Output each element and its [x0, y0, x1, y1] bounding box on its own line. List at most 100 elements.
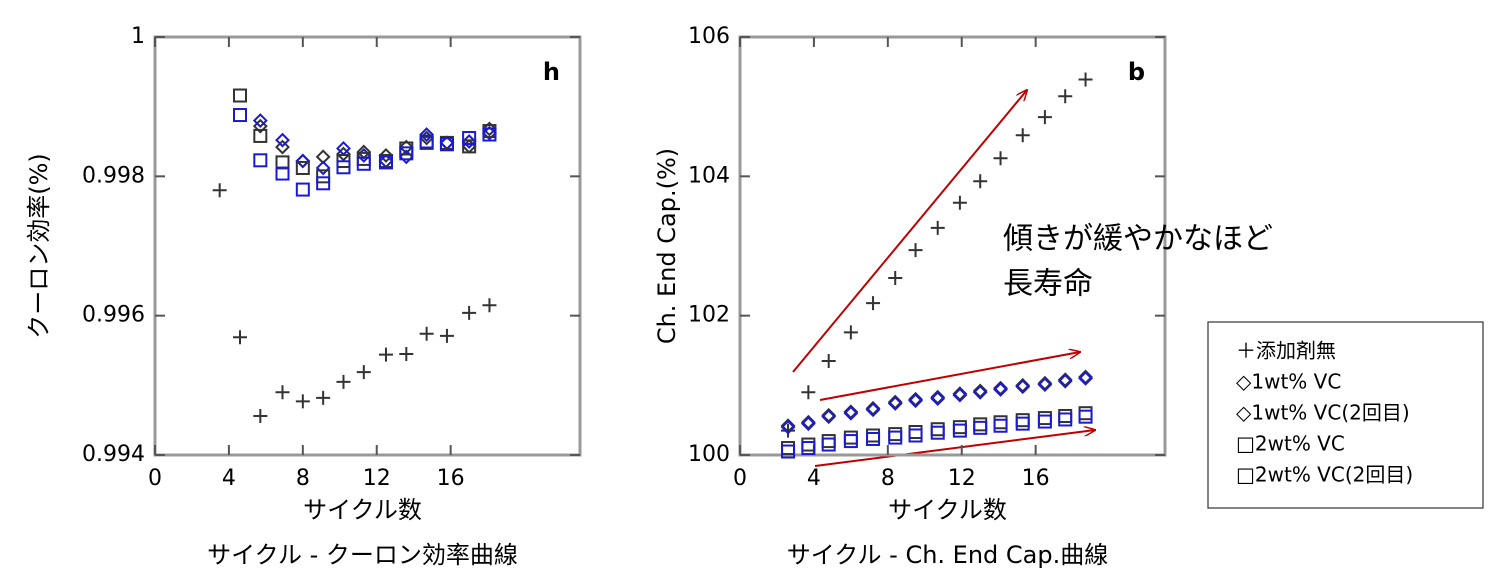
plus-point [336, 374, 351, 389]
plus-point [275, 385, 290, 400]
plus-point [821, 353, 836, 368]
diamond-point [800, 416, 816, 432]
legend-entry: ◇1wt% VC [1236, 370, 1341, 394]
y-tick-label: 0.998 [82, 163, 145, 188]
annotation: 長寿命 [1003, 267, 1093, 302]
plus-point [866, 296, 881, 311]
caption: サイクル - クーロン効率曲線 [207, 541, 518, 569]
x-axis-label: サイクル数 [303, 496, 422, 524]
annotation: 傾きが緩やかなほど [1003, 222, 1273, 257]
y-tick-label: 0.994 [82, 442, 145, 467]
plus-point [888, 271, 903, 286]
x-tick-label: 0 [733, 466, 747, 491]
legend-entry: ◇1wt% VC(2回目) [1236, 401, 1410, 425]
plus-point [1058, 89, 1073, 104]
caption: サイクル - Ch. End Cap.曲線 [787, 541, 1109, 569]
x-tick-label: 16 [1022, 466, 1050, 491]
diamond-point [780, 419, 796, 435]
y-tick-label: 1 [131, 24, 145, 49]
square-point [843, 430, 858, 445]
square-point [908, 425, 923, 440]
square-point [253, 128, 268, 143]
square-point [1015, 413, 1030, 428]
diamond-point [1057, 373, 1073, 389]
square-point [908, 428, 923, 443]
square-point [233, 88, 247, 103]
diamond-point [887, 396, 903, 411]
square-point [462, 139, 477, 154]
plus-point [212, 183, 227, 198]
y-tick-label: 0.996 [82, 303, 145, 328]
diamond-point [398, 139, 414, 155]
diamond-point [843, 405, 859, 421]
square-point [399, 146, 414, 161]
y-tick-label: 102 [688, 303, 730, 328]
square-point [1037, 414, 1052, 429]
diamond-point [1078, 370, 1093, 386]
square-point [462, 131, 477, 146]
panel-letter: h [543, 58, 560, 86]
plus-point [462, 305, 477, 320]
square-point [930, 425, 945, 440]
x-tick-label: 8 [296, 466, 310, 491]
diamond-point [952, 387, 968, 403]
square-point [952, 423, 967, 438]
x-tick-label: 12 [363, 466, 391, 491]
x-axis-label: サイクル数 [888, 496, 1007, 524]
square-point [781, 441, 796, 456]
square-point [866, 428, 881, 443]
square-point [295, 160, 310, 175]
diamond-point [908, 393, 923, 409]
square-point [336, 160, 351, 175]
x-tick-label: 0 [148, 466, 162, 491]
legend-entry: ＋添加剤無 [1236, 339, 1336, 363]
diamond-point [336, 146, 351, 162]
square-point [930, 422, 945, 437]
square-point [821, 434, 836, 449]
plus-point [801, 385, 816, 400]
plus-point [930, 220, 945, 235]
x-tick-label: 4 [222, 466, 236, 491]
plus-point [233, 330, 247, 345]
square-point [295, 182, 310, 197]
square-point [1058, 412, 1073, 427]
plus-point [419, 326, 434, 341]
square-point [973, 420, 988, 435]
y-tick-label: 100 [688, 442, 730, 467]
square-point [888, 430, 903, 445]
square-point [419, 134, 434, 149]
x-tick-label: 4 [807, 466, 821, 491]
diamond-point [378, 148, 394, 163]
square-point [993, 415, 1008, 430]
square-point [439, 137, 454, 152]
square-point [1015, 416, 1030, 431]
square-point [973, 417, 988, 432]
square-point [356, 156, 371, 171]
plus-point [1015, 128, 1030, 143]
legend-entry: □2wt% VC [1236, 432, 1345, 456]
plus-point [295, 394, 310, 409]
square-point [253, 153, 268, 168]
square-point [275, 166, 290, 181]
diamond-point [252, 113, 268, 129]
square-point [1078, 409, 1093, 424]
square-point [1037, 411, 1052, 426]
square-point [888, 427, 903, 442]
square-point [233, 108, 247, 123]
x-tick-label: 16 [437, 466, 465, 491]
diamond-point [252, 118, 268, 134]
square-point [801, 441, 816, 456]
x-tick-label: 12 [948, 466, 976, 491]
square-point [1078, 406, 1093, 421]
y-axis-label: Ch. End Cap.(%) [653, 148, 681, 344]
plus-point [993, 151, 1008, 166]
square-point [781, 444, 796, 459]
square-point [993, 418, 1008, 433]
plus-point [908, 243, 923, 258]
diamond-point [865, 402, 881, 418]
diamond-point [295, 153, 311, 169]
square-point [1058, 408, 1073, 423]
diamond-point [482, 121, 497, 137]
square-point [952, 420, 967, 435]
